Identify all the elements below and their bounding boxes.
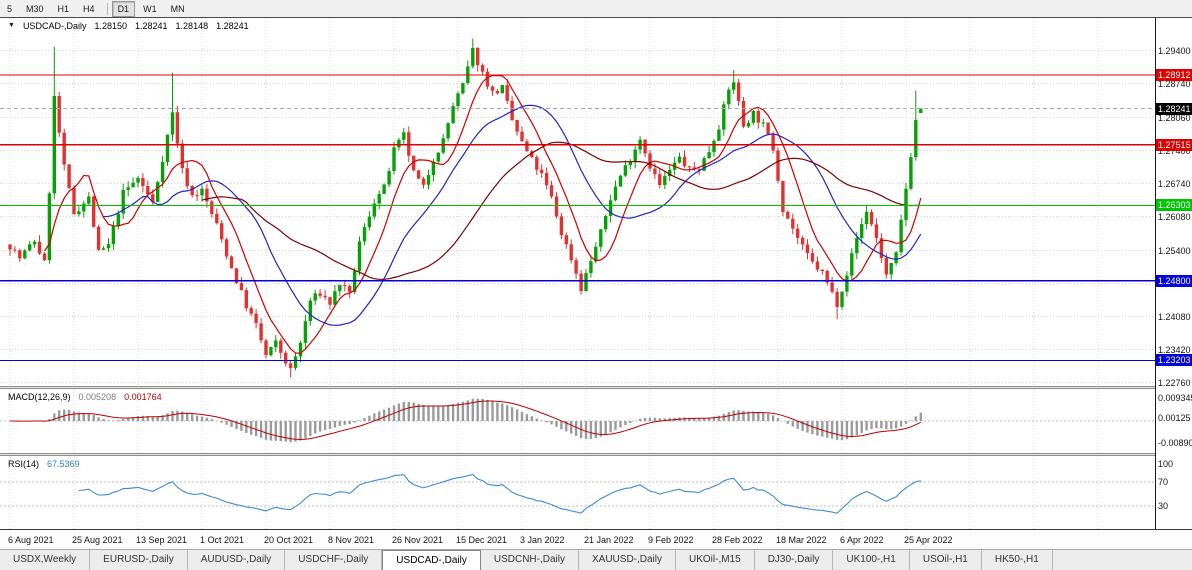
price-level-badge: 1.24800 [1156,275,1192,287]
macd-signal-line [10,400,922,441]
date-tick: 21 Jan 2022 [584,535,634,545]
axis-tick: 1.27400 [1158,146,1191,156]
macd-main-value: 0.005208 [78,392,117,402]
date-tick: 8 Nov 2021 [328,535,375,545]
axis-tick: 1.24080 [1158,312,1191,322]
toolbar-separator [106,2,108,15]
tab-usdx-weekly[interactable]: USDX,Weekly [0,550,91,570]
tab-dj30-daily[interactable]: DJ30-,Daily [754,550,834,570]
macd-label: MACD(12,26,9) 0.005208 0.001764 [8,392,162,402]
axis-tick: 1.29400 [1158,46,1191,56]
tab-xauusd-daily[interactable]: XAUUSD-,Daily [578,550,676,570]
date-tick: 20 Oct 2021 [264,535,314,545]
price-level-badge: 1.23203 [1156,354,1192,366]
chart-title: ▼ USDCAD-,Daily 1.28150 1.28241 1.28148 … [8,21,249,31]
tab-usoil-h1[interactable]: USOil-,H1 [909,550,982,570]
rsi-line [78,473,921,514]
timeframe-button-d1[interactable]: D1 [111,0,136,17]
macd-name-label: MACD(12,26,9) [8,392,71,402]
axis-tick: 0.009345 [1158,393,1192,403]
date-tick: 3 Jan 2022 [520,535,565,545]
date-tick: 1 Oct 2021 [200,535,245,545]
grid [0,18,1155,386]
axis-tick: 100 [1158,459,1174,469]
axis-tick: 1.28060 [1158,113,1191,123]
timeframe-button-h4[interactable]: H4 [83,3,95,14]
panel-resize-handle[interactable] [0,453,1155,456]
axis-tick: 1.28740 [1158,79,1191,89]
date-tick: 13 Sep 2021 [136,535,188,545]
axis-tick: 1.22760 [1158,378,1191,388]
timeframe-button-5[interactable]: 5 [7,3,13,14]
tab-ukoil-m15[interactable]: UKOil-,M15 [676,550,755,570]
price-axis: 1.29400 1.28740 1.28060 1.27400 1.26740 1.260… [1156,18,1192,529]
price-level-badge: 1.27515 [1156,139,1192,151]
moving-average-40 [201,141,921,280]
timeframe-button-w1[interactable]: W1 [143,3,157,14]
timeframe-button-h1[interactable]: H1 [57,3,70,14]
tab-usdcnh-daily[interactable]: USDCNH-,Daily [480,550,579,570]
candlestick-series[interactable] [8,38,923,378]
tab-eurusd-daily[interactable]: EURUSD-,Daily [90,550,188,570]
timeframe-button-mn[interactable]: MN [170,3,185,14]
date-tick: 6 Aug 2021 [8,535,54,545]
price-chart-canvas[interactable] [0,18,1155,386]
chart-symbol-label: USDCAD-,Daily [22,21,87,31]
macd-signal-value: 0.001764 [124,392,162,402]
symbol-dropdown-icon: ▼ [8,22,15,29]
axis-tick: 1.23420 [1158,345,1191,355]
symbol-tab-bar: USDX,Weekly EURUSD-,Daily AUDUSD-,Daily USD… [0,549,1192,570]
macd-histogram [18,398,922,443]
tab-usdchf-daily[interactable]: USDCHF-,Daily [285,550,383,570]
axis-tick: -0.00890 [1158,438,1192,448]
moving-average-20 [103,104,922,326]
timeframe-button-m30[interactable]: M30 [26,3,44,14]
macd-canvas[interactable] [0,389,1155,453]
rsi-canvas[interactable] [0,456,1155,529]
price-level-badge: 1.28912 [1156,69,1192,81]
rsi-value: 67.5369 [47,459,80,469]
macd-panel: MACD(12,26,9) 0.005208 0.001764 [0,389,1155,453]
axis-divider [1155,18,1156,529]
axis-tick: 1.26080 [1158,212,1191,222]
tab-audusd-daily[interactable]: AUDUSD-,Daily [187,550,286,570]
axis-tick: 1.26740 [1158,179,1191,189]
date-axis: 6 Aug 2021 25 Aug 2021 13 Sep 2021 1 Oct 20… [0,529,1192,549]
date-tick: 28 Feb 2022 [712,535,763,545]
date-tick: 9 Feb 2022 [648,535,694,545]
main-chart-panel: ▼ USDCAD-,Daily 1.28150 1.28241 1.28148 … [0,18,1155,386]
ohlc-open: 1.28150 [94,21,127,31]
current-price-badge: 1.28241 [1156,103,1192,115]
moving-average-8 [44,74,922,354]
tab-usdcad-daily[interactable]: USDCAD-,Daily [382,550,481,570]
panel-resize-handle[interactable] [0,386,1155,389]
date-tick: 15 Dec 2021 [456,535,508,545]
tab-hk50-h1[interactable]: HK50-,H1 [981,550,1053,570]
axis-tick: 0.00125 [1158,413,1191,423]
ohlc-high: 1.28241 [135,21,168,31]
axis-tick: 70 [1158,477,1169,487]
ohlc-low: 1.28148 [175,21,209,31]
ohlc-close: 1.28241 [216,21,249,31]
date-tick: 26 Nov 2021 [392,535,444,545]
axis-tick: 30 [1158,501,1169,511]
timeframe-toolbar: 5 M30 H1 H4 D1 W1 MN [0,0,1192,18]
date-tick: 25 Aug 2021 [72,535,123,545]
rsi-label: RSI(14) 67.5369 [8,459,80,469]
axis-tick: 1.25400 [1158,246,1191,256]
date-tick: 25 Apr 2022 [904,535,953,545]
tab-uk100-h1[interactable]: UK100-,H1 [833,550,910,570]
rsi-panel: RSI(14) 67.5369 [0,456,1155,529]
rsi-name-label: RSI(14) [8,459,40,469]
price-level-badge: 1.26303 [1156,199,1192,211]
date-tick: 6 Apr 2022 [840,535,884,545]
date-tick: 18 Mar 2022 [776,535,827,545]
